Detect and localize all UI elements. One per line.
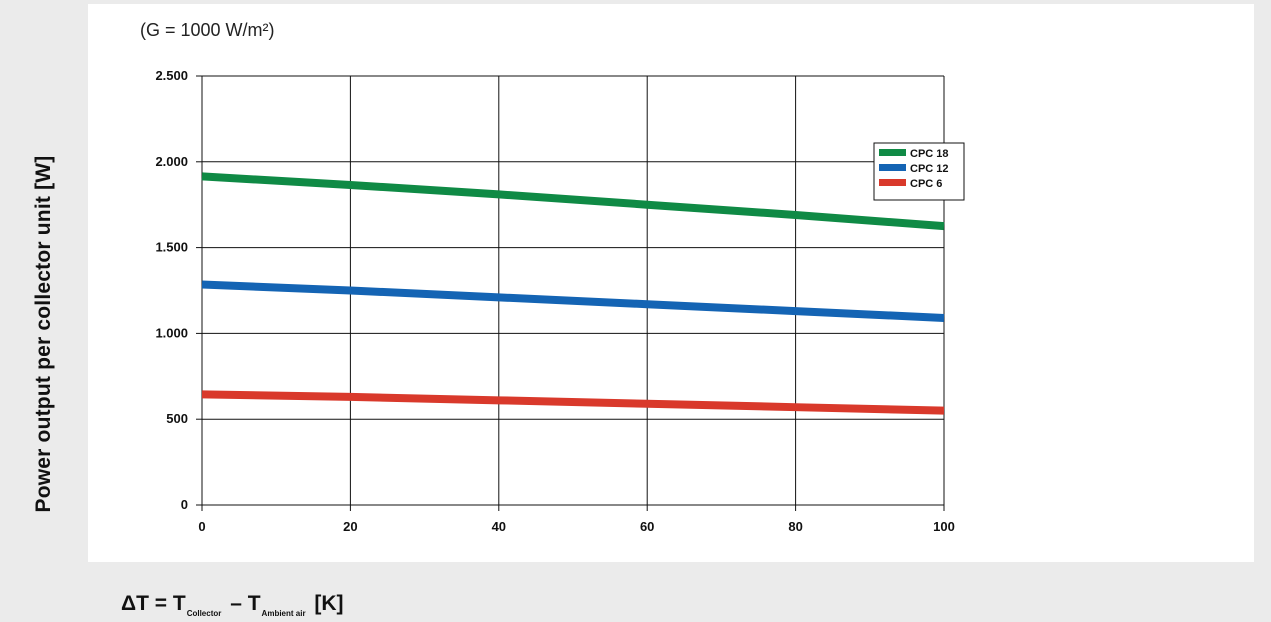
x-axis-label-sub1: Collector (186, 609, 222, 618)
y-tick-label: 1.500 (155, 240, 188, 255)
chart-panel (88, 4, 1254, 562)
legend-swatch (879, 149, 906, 156)
x-axis-label-mid: – T (224, 592, 261, 615)
x-tick-label: 60 (640, 519, 654, 534)
legend-swatch (879, 179, 906, 186)
x-tick-label: 40 (492, 519, 506, 534)
legend-swatch (879, 164, 906, 171)
legend-label: CPC 12 (910, 163, 949, 175)
x-axis-label-sub2: Ambient air (261, 609, 306, 618)
x-axis-label-suffix: [K] (308, 592, 344, 615)
series-line-cpc-6 (201, 390, 945, 415)
x-axis-label-prefix: ΔT = T (121, 592, 186, 615)
y-tick-label: 2.000 (155, 154, 188, 169)
series-line-cpc-18 (201, 172, 945, 231)
legend-label: CPC 6 (910, 178, 942, 190)
y-tick-label: 500 (166, 411, 188, 426)
x-tick-label: 80 (788, 519, 802, 534)
grid (196, 75, 945, 511)
x-tick-label: 100 (933, 519, 955, 534)
chart-subtitle: (G = 1000 W/m²) (140, 20, 275, 41)
legend-label: CPC 18 (910, 148, 949, 160)
series-line-cpc-12 (201, 280, 945, 322)
y-tick-label: 0 (181, 497, 188, 512)
x-axis-label: ΔT = TCollector – TAmbient air [K] (121, 592, 344, 618)
legend: CPC 18 CPC 12 CPC 6 (873, 142, 965, 201)
y-tick-label: 2.500 (155, 68, 188, 83)
tick-labels: 0 500 1.000 1.500 2.000 2.500 0 20 40 60 80 100 (155, 68, 954, 534)
series-group (201, 172, 945, 415)
x-tick-label: 0 (198, 519, 205, 534)
chart-subtitle-text: (G = 1000 W/m²) (140, 20, 275, 40)
y-tick-label: 1.000 (155, 325, 188, 340)
x-tick-label: 20 (343, 519, 357, 534)
